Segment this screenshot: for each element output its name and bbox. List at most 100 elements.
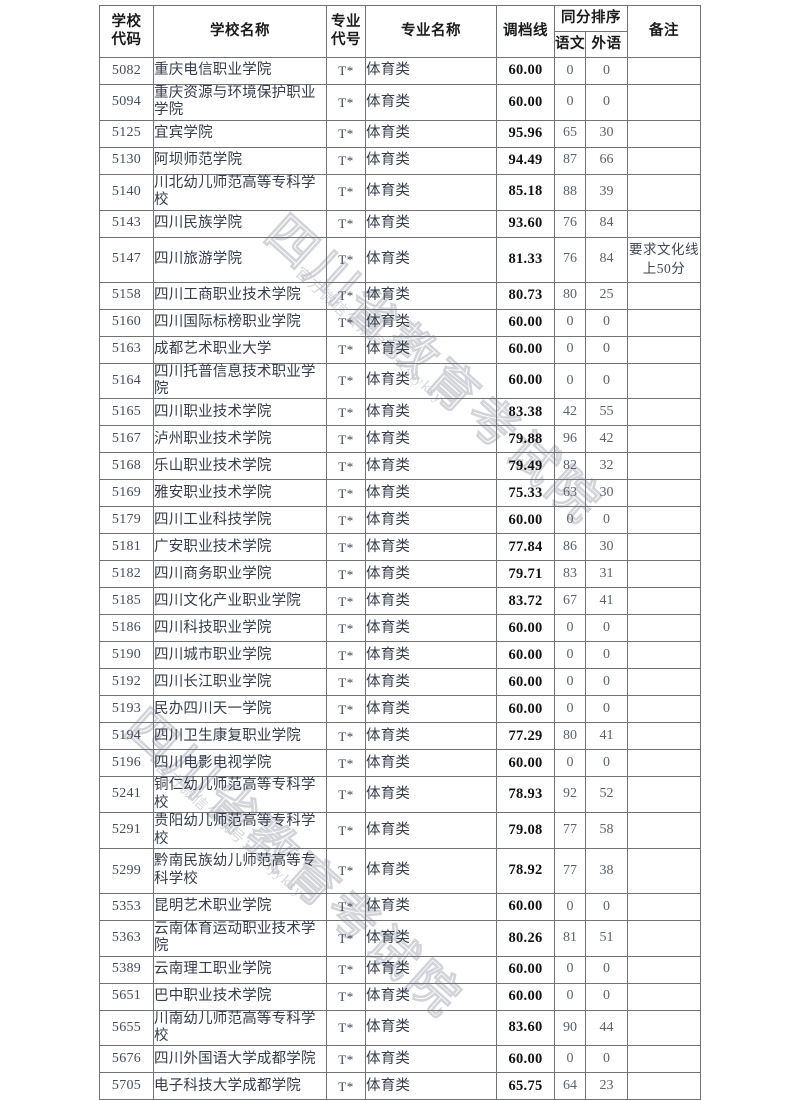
cell-major-name: 体育类 [365,173,497,211]
cell-chinese-rank: 64 [554,1072,586,1100]
table-row: 5147 四川旅游学院 T* 体育类 81.33 76 84 要求文化线上50分 [99,236,701,283]
cell-major-code: T* [326,847,366,894]
header-row-2: 语文 外语 [100,31,701,58]
cell-chinese-rank: 0 [554,982,586,1011]
cell-major-name: 体育类 [365,308,497,337]
cell-major-code: T* [326,695,366,724]
table-row: 5163 成都艺术职业大学 T* 体育类 60.00 0 0 [99,335,701,364]
cell-chinese-rank: 0 [554,57,586,85]
cell-major-code: T* [326,146,366,175]
cell-score-line: 79.71 [496,560,555,589]
table-row: 5167 泸州职业技术学院 T* 体育类 79.88 96 42 [99,425,701,454]
cell-chinese-rank: 87 [554,146,586,175]
table-row: 5185 四川文化产业职业学院 T* 体育类 83.72 67 41 [99,587,701,616]
cell-foreign-rank: 66 [585,146,628,175]
cell-foreign-rank: 0 [585,955,628,984]
cell-school-code: 5164 [99,362,154,400]
cell-score-line: 83.72 [496,587,555,616]
cell-remark [627,668,701,697]
cell-school-name: 四川工商职业技术学院 [153,281,327,310]
table-row: 5299 黔南民族幼儿师范高等专科学校 T* 体育类 78.92 77 38 [99,847,701,894]
cell-foreign-rank: 38 [585,847,628,894]
cell-chinese-rank: 76 [554,236,586,283]
cell-score-line: 60.00 [496,695,555,724]
cell-score-line: 78.92 [496,847,555,894]
cell-school-name: 川北幼儿师范高等专科学校 [153,173,327,211]
cell-school-code: 5143 [99,209,154,238]
cell-score-line: 60.00 [496,57,555,85]
cell-major-name: 体育类 [365,452,497,481]
cell-school-name: 广安职业技术学院 [153,533,327,562]
cell-major-code: T* [326,209,366,238]
header-school-code: 学校 代码 [99,5,154,58]
cell-remark [627,776,701,814]
table-row: 5181 广安职业技术学院 T* 体育类 77.84 86 30 [99,533,701,562]
cell-remark [627,982,701,1011]
cell-remark [627,479,701,508]
cell-remark [627,614,701,643]
cell-major-name: 体育类 [365,506,497,535]
cell-chinese-rank: 0 [554,614,586,643]
cell-score-line: 60.00 [496,892,555,921]
cell-score-line: 77.84 [496,533,555,562]
cell-foreign-rank: 0 [585,892,628,921]
cell-chinese-rank: 0 [554,641,586,670]
cell-chinese-rank: 0 [554,84,586,121]
cell-score-line: 60.00 [496,982,555,1011]
cell-chinese-rank: 0 [554,955,586,984]
cell-major-code: T* [326,533,366,562]
cell-major-code: T* [326,84,366,121]
cell-chinese-rank: 77 [554,812,586,849]
cell-score-line: 80.26 [496,919,555,957]
cell-foreign-rank: 58 [585,812,628,849]
cell-major-code: T* [326,812,366,849]
cell-chinese-rank: 90 [554,1009,586,1047]
cell-score-line: 60.00 [496,506,555,535]
cell-score-line: 83.38 [496,398,555,427]
cell-school-name: 宜宾学院 [153,119,327,148]
cell-chinese-rank: 80 [554,722,586,751]
cell-foreign-rank: 44 [585,1009,628,1047]
cell-score-line: 80.73 [496,281,555,310]
cell-school-name: 四川旅游学院 [153,236,327,283]
cell-score-line: 77.29 [496,722,555,751]
cell-major-name: 体育类 [365,362,497,400]
cell-school-code: 5168 [99,452,154,481]
cell-chinese-rank: 83 [554,560,586,589]
cell-remark [627,812,701,849]
cell-major-code: T* [326,776,366,814]
table-row: 5190 四川城市职业学院 T* 体育类 60.00 0 0 [99,641,701,670]
cell-major-name: 体育类 [365,812,497,849]
cell-major-name: 体育类 [365,560,497,589]
cell-foreign-rank: 0 [585,695,628,724]
cell-school-code: 5193 [99,695,154,724]
cell-major-name: 体育类 [365,587,497,616]
cell-major-name: 体育类 [365,749,497,778]
cell-chinese-rank: 0 [554,1045,586,1074]
cell-foreign-rank: 0 [585,57,628,85]
cell-major-code: T* [326,236,366,283]
table-row: 5291 贵阳幼儿师范高等专科学校 T* 体育类 79.08 77 58 [99,812,701,849]
cell-chinese-rank: 80 [554,281,586,310]
cell-foreign-rank: 0 [585,641,628,670]
header-major-code: 专业 代号 [326,5,366,58]
cell-major-name: 体育类 [365,919,497,957]
cell-school-code: 5291 [99,812,154,849]
cell-major-name: 体育类 [365,892,497,921]
cell-foreign-rank: 30 [585,533,628,562]
header-major-code-line1: 专业 [331,14,361,31]
cell-foreign-rank: 52 [585,776,628,814]
cell-remark [627,1045,701,1074]
cell-school-code: 5186 [99,614,154,643]
cell-remark [627,119,701,148]
cell-major-name: 体育类 [365,847,497,894]
cell-school-code: 5160 [99,308,154,337]
cell-foreign-rank: 23 [585,1072,628,1100]
cell-major-code: T* [326,892,366,921]
cell-remark [627,955,701,984]
cell-major-code: T* [326,560,366,589]
cell-foreign-rank: 0 [585,506,628,535]
cell-major-code: T* [326,1009,366,1047]
cell-foreign-rank: 84 [585,236,628,283]
cell-major-name: 体育类 [365,281,497,310]
